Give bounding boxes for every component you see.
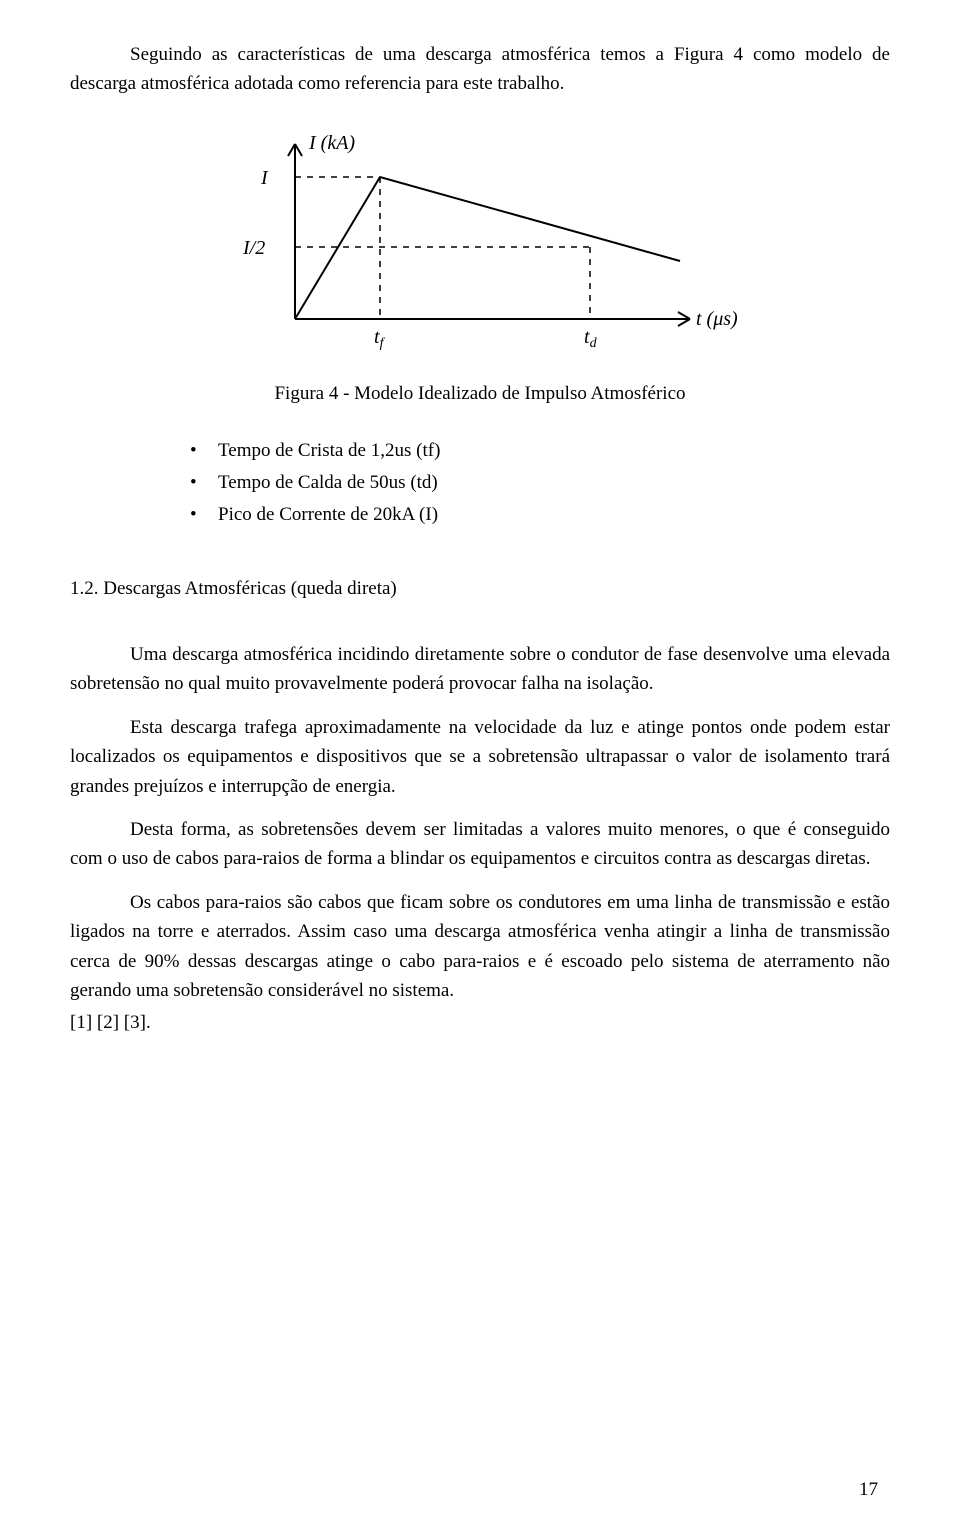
body-paragraph-3: Desta forma, as sobretensões devem ser l…	[70, 815, 890, 874]
svg-text:t (μs): t (μs)	[696, 308, 738, 330]
page-number: 17	[859, 1479, 878, 1501]
bullet-item-i: Pico de Corrente de 20kA (I)	[190, 499, 890, 531]
bullet-item-td: Tempo de Calda de 50us (td)	[190, 467, 890, 499]
svg-text:I/2: I/2	[242, 237, 265, 259]
body-paragraph-1: Uma descarga atmosférica incidindo diret…	[70, 640, 890, 699]
section-heading: 1.2. Descargas Atmosféricas (queda diret…	[70, 578, 890, 600]
body-paragraph-2: Esta descarga trafega aproximadamente na…	[70, 713, 890, 801]
svg-text:I (kA): I (kA)	[308, 132, 355, 154]
svg-text:td: td	[584, 326, 598, 351]
figure-caption: Figura 4 - Modelo Idealizado de Impulso …	[70, 383, 890, 405]
body-paragraph-4: Os cabos para-raios são cabos que ficam …	[70, 888, 890, 1006]
references-inline: [1] [2] [3].	[70, 1008, 890, 1037]
parameter-bullets: Tempo de Crista de 1,2us (tf) Tempo de C…	[190, 435, 890, 532]
svg-text:tf: tf	[374, 326, 386, 351]
page-container: Seguindo as características de uma desca…	[0, 0, 960, 1531]
bullet-item-tf: Tempo de Crista de 1,2us (tf)	[190, 435, 890, 467]
intro-paragraph: Seguindo as características de uma desca…	[70, 40, 890, 99]
impulse-chart: I (kA) t (μs) I I/2 tf td	[220, 129, 740, 354]
svg-text:I: I	[260, 167, 269, 189]
figure-4: I (kA) t (μs) I I/2 tf td	[70, 129, 890, 359]
